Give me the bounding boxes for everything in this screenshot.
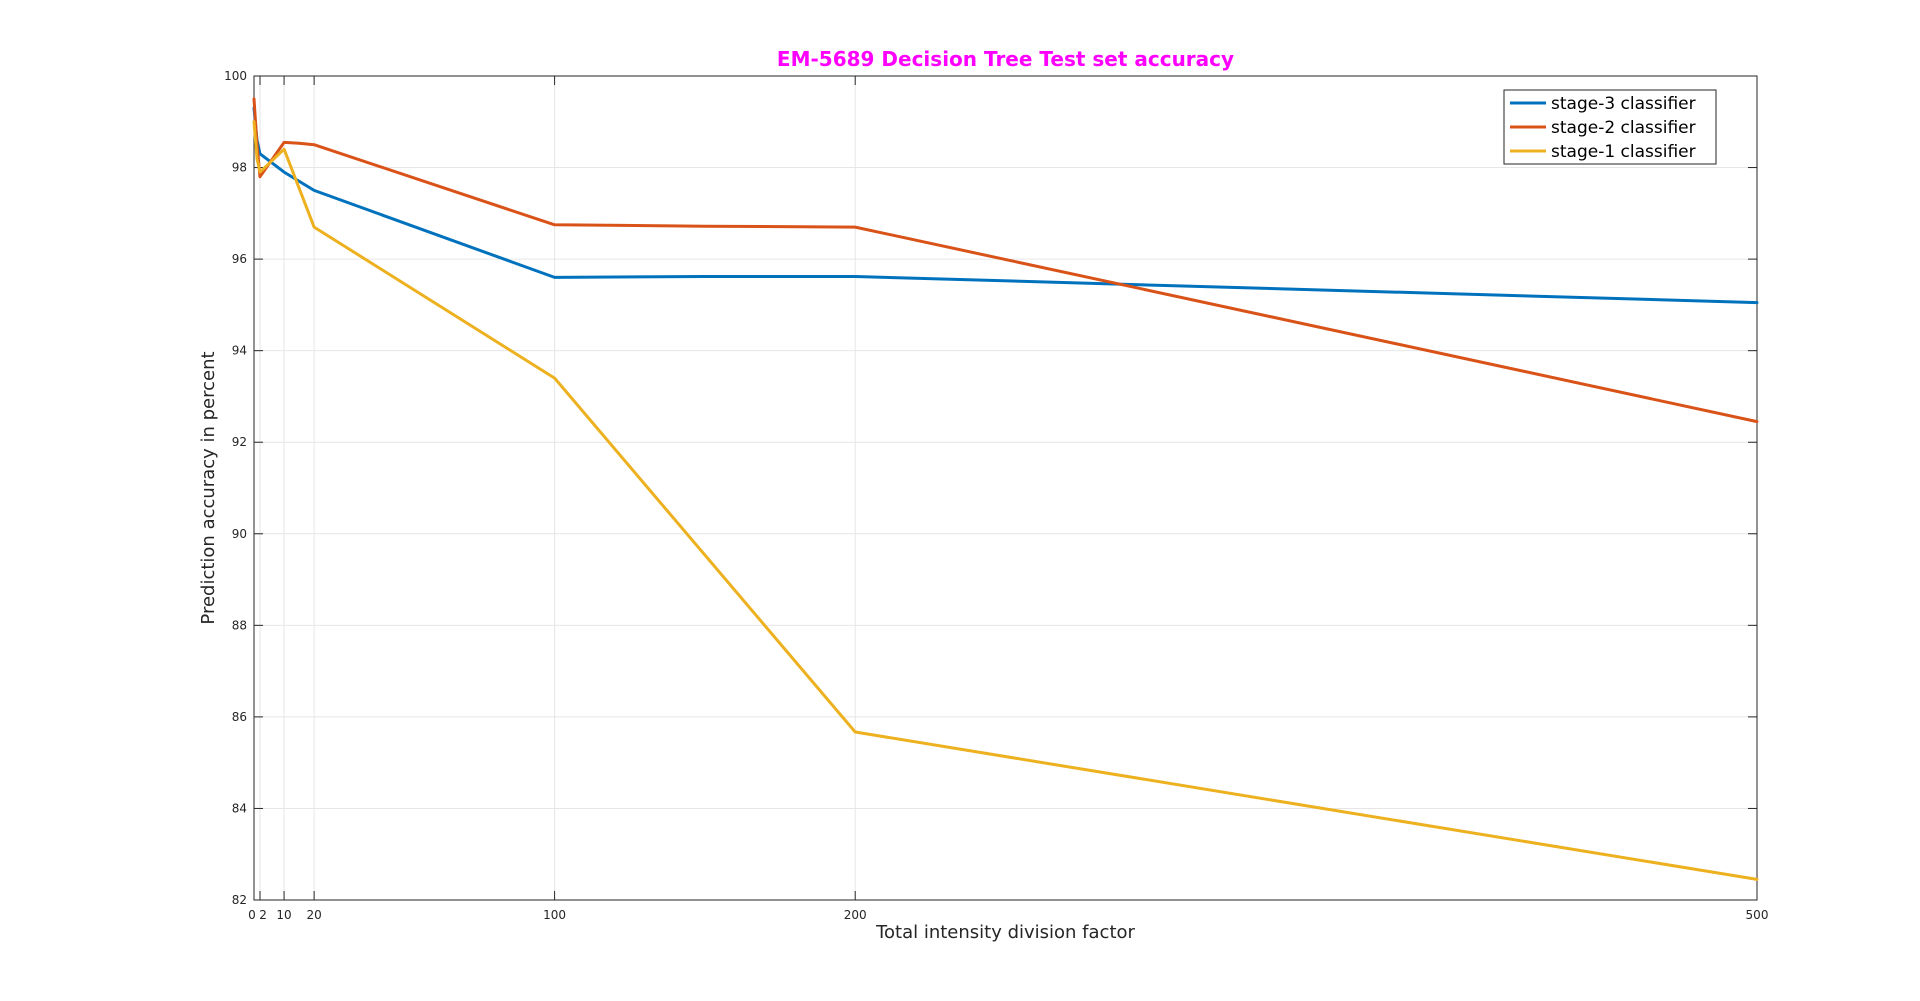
y-tick-label: 96 (232, 252, 247, 266)
legend-entry: stage-1 classifier (1551, 142, 1696, 162)
x-tick-label: 10 (276, 908, 291, 922)
x-tick-label: 0 (248, 908, 256, 922)
legend-entry: stage-3 classifier (1551, 94, 1696, 114)
y-tick-label: 84 (232, 801, 247, 815)
legend-entry: stage-2 classifier (1551, 118, 1696, 138)
chart-title: EM-5689 Decision Tree Test set accuracy (777, 47, 1234, 71)
y-tick-label: 94 (232, 344, 247, 358)
x-tick-label: 20 (306, 908, 321, 922)
y-tick-label: 92 (232, 435, 247, 449)
series-layer (252, 97, 1759, 881)
x-tick-label: 100 (543, 908, 566, 922)
series-line-3 (252, 120, 1759, 881)
y-tick-label: 86 (232, 710, 247, 724)
y-tick-label: 90 (232, 527, 247, 541)
legend: stage-3 classifier stage-2 classifier stag… (1503, 89, 1717, 165)
x-tick-label: 2 (259, 908, 267, 922)
y-tick-label: 98 (232, 161, 247, 175)
plot-frame (253, 75, 1758, 901)
y-tick-label: 100 (224, 69, 247, 83)
y-axis-label: Prediction accuracy in percent (198, 351, 219, 624)
y-tick-label: 88 (232, 618, 247, 632)
x-tick-label: 500 (1746, 908, 1769, 922)
y-tick-label: 82 (232, 893, 247, 907)
axis-ticks: 82 84 86 88 90 92 94 96 98 100 0 2 10 20 100 200 500 (224, 69, 1768, 922)
x-tick-label: 200 (844, 908, 867, 922)
x-axis-label: Total intensity division factor (875, 922, 1135, 943)
